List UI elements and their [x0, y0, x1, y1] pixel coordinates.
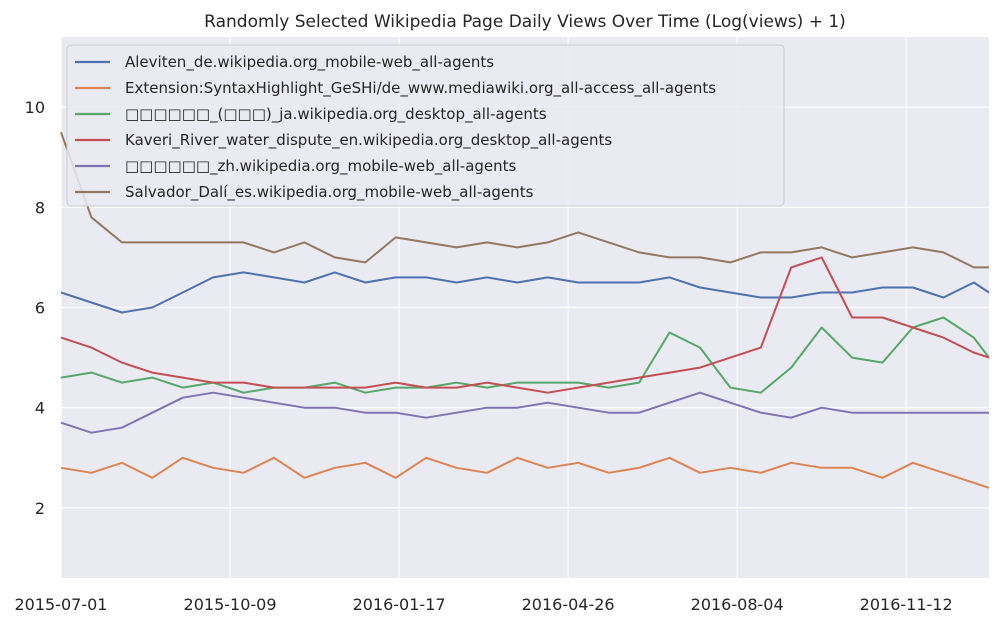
legend-label: □□□□□□_zh.wikipedia.org_mobile-web_all-a… — [125, 157, 517, 176]
legend-label: Aleviten_de.wikipedia.org_mobile-web_all… — [125, 53, 494, 72]
x-tick-label: 2015-10-09 — [184, 595, 277, 614]
series-line-6 — [60, 131, 989, 269]
y-tick-label: 8 — [35, 198, 45, 217]
x-axis-ticks: 2015-07-01 2015-10-09 2016-01-17 2016-04-26… — [15, 595, 953, 614]
x-tick-label: 2016-01-17 — [353, 595, 446, 614]
y-tick-label: 10 — [25, 98, 45, 117]
y-axis-ticks: 2 4 6 8 10 — [25, 98, 45, 518]
legend: Aleviten_de.wikipedia.org_mobile-web_all… — [66, 44, 785, 207]
series-line-5 — [60, 391, 989, 434]
chart-title: Randomly Selected Wikipedia Page Daily V… — [204, 12, 846, 32]
x-tick-label: 2016-04-26 — [522, 595, 615, 614]
y-tick-label: 6 — [35, 299, 45, 318]
legend-label: □□□□□□_(□□□)_ja.wikipedia.org_desktop_al… — [125, 105, 547, 124]
x-tick-label: 2015-07-01 — [15, 595, 108, 614]
series-line-4 — [60, 256, 990, 394]
legend-label: Salvador_Dalí_es.wikipedia.org_mobile-we… — [125, 183, 534, 202]
x-tick-label: 2016-11-12 — [860, 595, 953, 614]
y-tick-label: 4 — [35, 399, 45, 418]
legend-label: Extension:SyntaxHighlight_GeSHi/de_www.m… — [125, 79, 716, 98]
series-line-1 — [60, 271, 990, 314]
legend-label: Kaveri_River_water_dispute_en.wikipedia.… — [125, 131, 612, 150]
legend-box — [66, 44, 785, 207]
y-tick-label: 2 — [35, 499, 45, 518]
series-lines — [60, 131, 990, 489]
x-tick-label: 2016-08-04 — [691, 595, 784, 614]
series-line-3 — [60, 316, 990, 394]
series-line-2 — [60, 456, 990, 489]
